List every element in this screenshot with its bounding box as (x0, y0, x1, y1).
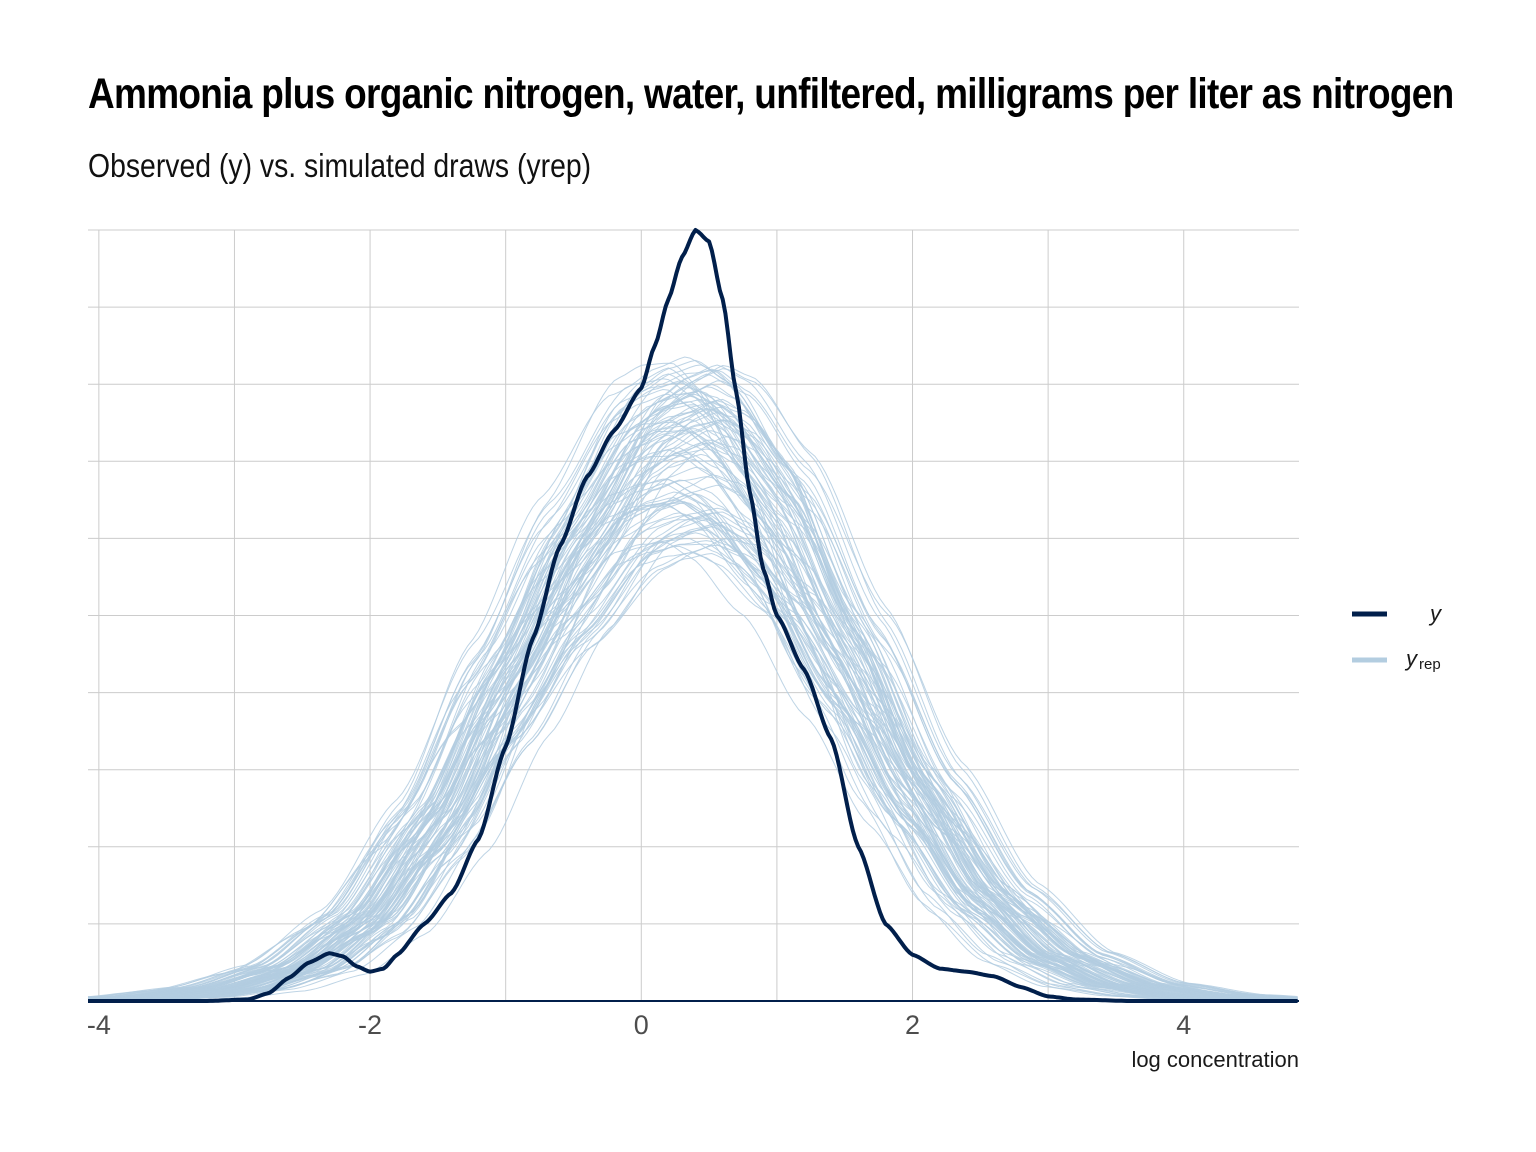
chart-title: Ammonia plus organic nitrogen, water, un… (88, 70, 1454, 118)
yrep-draw-line (87, 466, 1298, 1001)
yrep-draw-line (87, 507, 1298, 1001)
yrep-draw-line (88, 543, 1298, 1002)
yrep-draw-line (88, 388, 1298, 1002)
legend-label-yrep-sub: rep (1419, 656, 1441, 673)
yrep-draw-line (87, 401, 1298, 999)
yrep-draw-line (88, 518, 1298, 1002)
yrep-draw-line (87, 401, 1298, 1002)
yrep-draw-line (87, 529, 1298, 1000)
x-axis-label: log concentration (1131, 1047, 1299, 1072)
yrep-draw-line (88, 514, 1298, 1002)
chart-subtitle: Observed (y) vs. simulated draws (yrep) (88, 147, 592, 184)
yrep-draw-line (87, 491, 1298, 1002)
yrep-draw-line (87, 369, 1298, 999)
x-tick-label: -2 (358, 1010, 382, 1040)
yrep-draw-line (88, 439, 1298, 1002)
yrep-draw-line (87, 484, 1298, 1001)
yrep-draw-line (87, 364, 1298, 1000)
yrep-draw-line (87, 540, 1298, 1001)
yrep-draw-line (88, 496, 1298, 1002)
yrep-draw-line (87, 505, 1298, 1001)
yrep-draw-line (87, 526, 1298, 1000)
yrep-draw-line (87, 393, 1298, 1002)
yrep-draw-line (87, 479, 1298, 1002)
yrep-draw-line (87, 538, 1298, 1001)
yrep-draw-line (87, 425, 1298, 1002)
yrep-draw-line (87, 356, 1298, 1000)
yrep-draw-line (87, 521, 1298, 1001)
grid (88, 229, 1299, 1002)
yrep-draw-line (87, 517, 1298, 1000)
yrep-draw-line (88, 460, 1298, 1002)
legend-label-yrep: y (1404, 646, 1419, 671)
legend-label-y: y (1428, 601, 1443, 626)
yrep-draw-line (88, 453, 1298, 1002)
yrep-draw-line (87, 364, 1298, 1000)
yrep-draw-line (87, 428, 1298, 1000)
yrep-draw-line (87, 442, 1298, 999)
yrep-draw-line (88, 429, 1298, 1002)
yrep-draw-line (87, 502, 1298, 1002)
yrep-draw-line (87, 378, 1298, 1002)
yrep-draw-line (87, 395, 1298, 1001)
yrep-draw-line (88, 552, 1298, 1002)
yrep-draw-line (87, 400, 1298, 1002)
yrep-draw-line (87, 501, 1298, 1002)
yrep-draw-line (87, 502, 1298, 1002)
yrep-draw-line (87, 454, 1298, 1002)
yrep-series (87, 356, 1298, 1002)
legend: y y rep (1352, 601, 1443, 673)
yrep-draw-line (88, 541, 1298, 1002)
yrep-draw-line (88, 524, 1298, 1002)
yrep-draw-line (87, 532, 1298, 1000)
yrep-draw-line (87, 421, 1298, 1001)
yrep-draw-line (87, 362, 1298, 1002)
yrep-draw-line (88, 398, 1298, 1002)
yrep-draw-line (87, 452, 1298, 1002)
yrep-draw-line (87, 544, 1298, 1001)
yrep-draw-line (87, 398, 1298, 1001)
y-density-line (88, 228, 1298, 1003)
yrep-draw-line (88, 407, 1298, 1002)
yrep-draw-line (87, 512, 1298, 1001)
x-tick-label: 0 (634, 1010, 649, 1040)
yrep-draw-line (88, 493, 1298, 1002)
x-tick-label: 4 (1176, 1010, 1191, 1040)
yrep-draw-line (87, 390, 1298, 1001)
y-series (88, 228, 1298, 1003)
yrep-draw-line (88, 511, 1298, 1002)
yrep-draw-line (87, 407, 1298, 1001)
yrep-draw-line (87, 380, 1298, 1001)
yrep-draw-line (88, 411, 1298, 1002)
yrep-draw-line (88, 406, 1298, 1002)
yrep-draw-line (87, 476, 1298, 1002)
yrep-draw-line (88, 552, 1298, 1002)
yrep-draw-line (88, 474, 1298, 1002)
yrep-draw-line (88, 495, 1298, 1002)
x-tick-label: -4 (87, 1010, 111, 1040)
yrep-draw-line (88, 442, 1298, 1002)
x-axis: -4 -2 0 2 4 (87, 1000, 1299, 1040)
yrep-draw-line (87, 430, 1298, 1001)
yrep-draw-line (87, 499, 1298, 1002)
yrep-draw-line (87, 545, 1298, 1002)
yrep-draw-line (88, 373, 1298, 1002)
yrep-draw-line (87, 512, 1298, 1002)
yrep-draw-line (87, 380, 1298, 1001)
yrep-draw-line (88, 501, 1298, 1002)
yrep-draw-line (87, 449, 1298, 1002)
x-tick-label: 2 (905, 1010, 920, 1040)
yrep-draw-line (87, 382, 1298, 1000)
